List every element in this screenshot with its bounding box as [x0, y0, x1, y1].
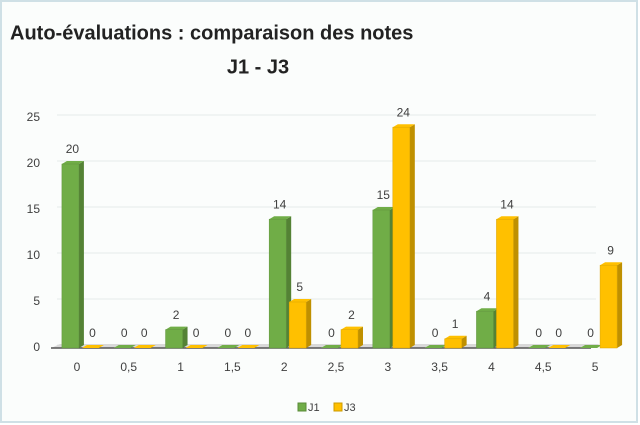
- x-tick-label: 5: [592, 360, 599, 374]
- bar-top: [237, 345, 260, 348]
- bar-top: [392, 124, 415, 128]
- x-tick-label: 1,5: [224, 360, 241, 374]
- chart-subtitle: J1 - J3: [227, 56, 289, 78]
- data-label: 2: [348, 308, 355, 322]
- data-label: 15: [377, 188, 391, 202]
- bar-side: [78, 161, 84, 348]
- y-tick-label: 20: [27, 156, 41, 170]
- bar-top: [424, 345, 447, 348]
- x-tick-label: 2: [281, 360, 288, 374]
- y-tick-label: 0: [33, 340, 40, 354]
- x-tick-label: 4,5: [535, 360, 552, 374]
- legend-label: J1: [308, 402, 320, 414]
- data-label: 24: [397, 105, 411, 119]
- bar: [444, 338, 462, 349]
- bar-side: [513, 216, 519, 348]
- data-label: 0: [535, 326, 542, 340]
- x-tick-label: 1: [177, 360, 184, 374]
- bar-top: [528, 345, 551, 348]
- x-tick-label: 0,5: [120, 360, 137, 374]
- data-label: 0: [587, 326, 594, 340]
- y-tick-label: 5: [33, 294, 40, 308]
- bar-top: [341, 326, 363, 330]
- bar: [288, 301, 307, 349]
- data-label: 14: [500, 197, 514, 211]
- data-label: 1: [452, 317, 459, 331]
- data-label: 14: [273, 197, 287, 211]
- bar-top: [580, 345, 603, 348]
- data-label: 2: [173, 308, 180, 322]
- y-tick-label: 10: [27, 248, 41, 262]
- bar-top: [600, 262, 623, 266]
- bar: [165, 329, 183, 349]
- x-tick-label: 3: [384, 360, 391, 374]
- x-tick-label: 0: [74, 360, 81, 374]
- bar: [496, 218, 514, 349]
- legend-swatch: [333, 402, 343, 412]
- y-tick-label: 25: [27, 110, 41, 124]
- bar-side: [358, 326, 363, 348]
- data-label: 0: [432, 326, 439, 340]
- bar-top: [269, 216, 292, 220]
- data-label: 0: [121, 326, 128, 340]
- bar: [392, 126, 411, 349]
- chart-title: Auto-évaluations : comparaison des notes: [10, 22, 413, 44]
- bar-top: [113, 345, 136, 348]
- bar: [340, 329, 359, 349]
- x-tick-label: 4: [488, 360, 495, 374]
- bar-side: [617, 262, 623, 348]
- bar: [599, 264, 618, 349]
- bar-top: [61, 161, 84, 164]
- bar-top: [133, 345, 156, 348]
- bar-top: [548, 345, 571, 348]
- bar-top: [81, 345, 104, 348]
- data-label: 0: [193, 326, 200, 340]
- y-tick-label: 15: [27, 202, 41, 216]
- data-label: 0: [225, 326, 232, 340]
- data-label: 0: [245, 326, 252, 340]
- bar-top: [321, 345, 343, 348]
- data-label: 0: [89, 326, 96, 340]
- x-tick-label: 2,5: [328, 360, 345, 374]
- bar-side: [306, 299, 312, 348]
- bar-top: [444, 335, 467, 339]
- bar-top: [289, 299, 312, 302]
- bar-top: [217, 345, 240, 348]
- bar-top: [185, 345, 208, 348]
- legend-label: J3: [344, 402, 356, 414]
- bar-top: [496, 216, 519, 220]
- bar: [372, 209, 391, 349]
- data-label: 4: [484, 289, 491, 303]
- x-tick-label: 3,5: [431, 360, 448, 374]
- data-label: 9: [607, 243, 614, 257]
- legend-swatch: [297, 402, 307, 412]
- bar-top: [372, 207, 395, 210]
- data-label: 0: [141, 326, 148, 340]
- data-label: 20: [66, 142, 80, 156]
- data-label: 0: [328, 326, 335, 340]
- bar-top: [165, 326, 188, 330]
- bar: [268, 218, 287, 349]
- bar-side: [461, 335, 467, 348]
- bar-side: [409, 124, 415, 348]
- bar: [476, 310, 494, 349]
- bar-side: [182, 326, 188, 348]
- data-label: 0: [555, 326, 562, 340]
- bar-top: [476, 308, 499, 312]
- data-label: 5: [296, 280, 303, 294]
- bar: [61, 163, 80, 349]
